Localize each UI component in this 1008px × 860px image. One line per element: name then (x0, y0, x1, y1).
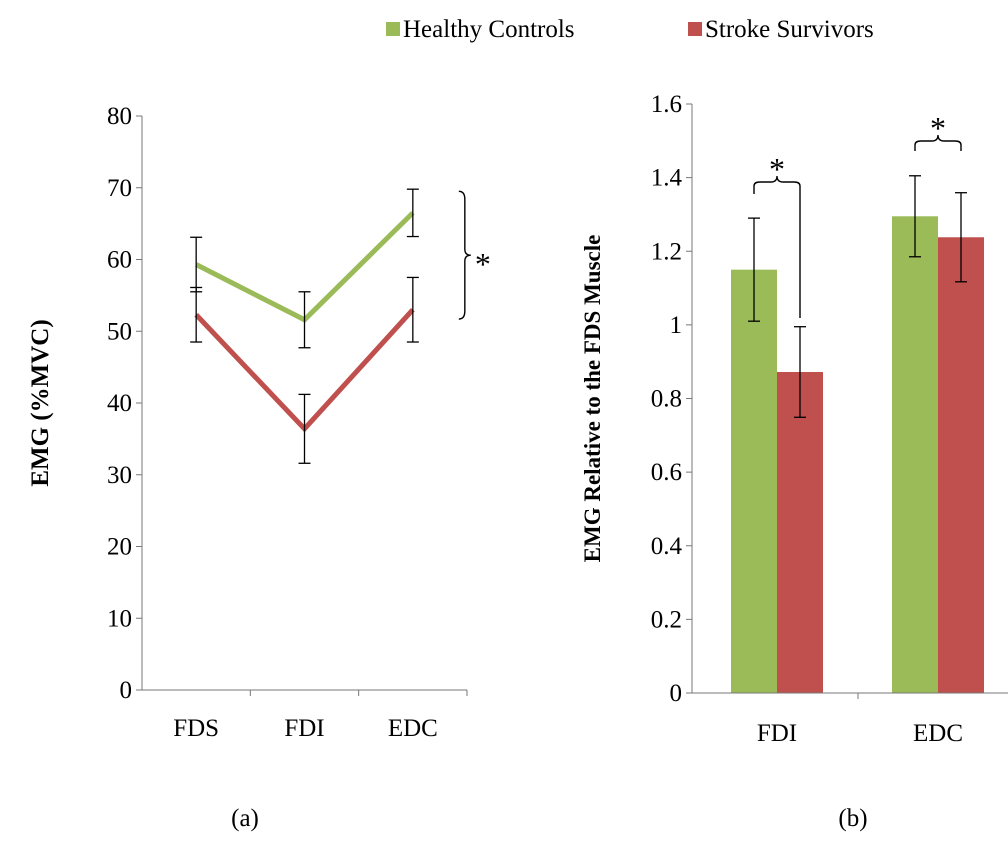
y-tick-label: 0.4 (651, 533, 683, 560)
legend-swatch (386, 22, 400, 36)
line-chart-panel: 0 10 20 30 40 50 60 70 80 FDS FDI EDC EMG (%MVC) * (a) (27, 103, 491, 832)
x-tick-label: EDC (913, 720, 963, 747)
significance-star: * (930, 110, 946, 146)
x-tick-label: EDC (388, 715, 438, 742)
legend: Healthy Controls Stroke Survivors (386, 16, 874, 43)
y-tick-label: 70 (107, 175, 132, 202)
y-tick-label: 10 (107, 605, 132, 632)
bar-chart-panel: 0 0.2 0.4 0.6 0.8 1 1.2 1.4 1.6 FDI EDC EMG Relativ… (580, 91, 1008, 832)
panel-label: (a) (231, 805, 259, 832)
bar (731, 269, 777, 693)
bar (777, 371, 823, 693)
legend-label: Healthy Controls (403, 16, 575, 43)
y-tick-label: 0 (670, 680, 683, 707)
significance-brace (458, 190, 471, 320)
significance-bracket (753, 175, 801, 318)
y-tick-label: 1.2 (651, 238, 682, 265)
panel-label: (b) (838, 805, 867, 832)
legend-label: Stroke Survivors (705, 16, 874, 43)
y-tick-label: 40 (107, 390, 132, 417)
y-axis-title: EMG Relative to the FDS Muscle (580, 235, 605, 563)
y-tick-label: 1.6 (651, 91, 682, 118)
x-tick-label: FDI (284, 715, 324, 742)
y-tick-label: 20 (107, 534, 132, 561)
y-tick-label: 60 (107, 247, 132, 274)
y-tick-label: 30 (107, 462, 132, 489)
y-tick-label: 0.8 (651, 386, 682, 413)
bar (892, 216, 938, 693)
y-tick-label: 1.4 (651, 165, 683, 192)
significance-star: * (769, 151, 785, 187)
y-tick-label: 0.6 (651, 459, 682, 486)
y-tick-label: 80 (107, 103, 132, 130)
y-tick-label: 0.2 (651, 606, 682, 633)
legend-swatch (688, 22, 702, 36)
significance-star: * (475, 246, 491, 282)
x-tick-label: FDI (757, 720, 797, 747)
bar (938, 237, 984, 694)
y-tick-label: 1 (670, 312, 683, 339)
y-axis-title: EMG (%MVC) (27, 319, 54, 486)
significance-bracket (914, 134, 962, 151)
y-tick-label: 0 (120, 677, 133, 704)
y-tick-label: 50 (107, 318, 132, 345)
x-tick-label: FDS (173, 715, 219, 742)
